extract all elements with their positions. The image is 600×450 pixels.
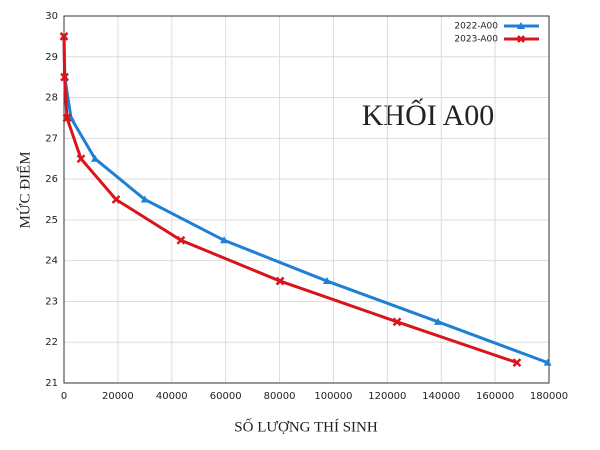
x-tick-label: 180000	[530, 391, 568, 402]
y-tick-label: 21	[45, 378, 58, 389]
point	[275, 276, 285, 286]
point	[62, 113, 72, 123]
y-tick-label: 29	[45, 52, 58, 63]
x-tick-label: 0	[61, 391, 67, 402]
y-tick-label: 30	[45, 11, 58, 22]
x-tick-label: 80000	[264, 391, 296, 402]
x-tick-label: 160000	[476, 391, 514, 402]
point	[176, 235, 186, 245]
point	[543, 358, 552, 366]
y-axis-label: MỨC ĐIỂM	[15, 151, 33, 228]
annotation: KHỐI A00	[362, 98, 495, 132]
point	[220, 236, 229, 244]
x-tick-label: 60000	[210, 391, 242, 402]
plot-frame	[63, 15, 550, 384]
point	[140, 195, 149, 203]
y-tick-label: 26	[45, 174, 58, 185]
y-tick-label: 22	[45, 337, 58, 348]
legend-label: 2023-A00	[454, 35, 498, 45]
point	[76, 154, 86, 164]
legend-marker	[517, 35, 525, 43]
point	[111, 195, 121, 204]
point	[392, 317, 402, 327]
y-tick-label: 25	[45, 215, 58, 226]
series-line	[62, 36, 549, 365]
point	[60, 72, 69, 82]
point	[322, 277, 331, 285]
y-tick-label: 23	[45, 296, 58, 307]
point	[90, 154, 99, 162]
legend-label: 2022-A00	[454, 22, 498, 32]
x-tick-label: 40000	[156, 391, 188, 402]
point	[433, 317, 442, 325]
series-line	[62, 36, 518, 365]
y-tick-label: 27	[45, 133, 58, 144]
x-tick-label: 100000	[314, 391, 352, 402]
x-axis-label: SỐ LƯỢNG THÍ SINH	[234, 417, 378, 435]
x-tick-label: 20000	[102, 391, 134, 402]
y-tick-label: 24	[45, 256, 58, 267]
y-tick-label: 28	[45, 93, 58, 104]
legend-marker	[517, 22, 525, 29]
point	[59, 32, 69, 41]
point	[512, 358, 522, 367]
x-tick-label: 140000	[422, 391, 460, 402]
x-tick-label: 120000	[368, 391, 406, 402]
